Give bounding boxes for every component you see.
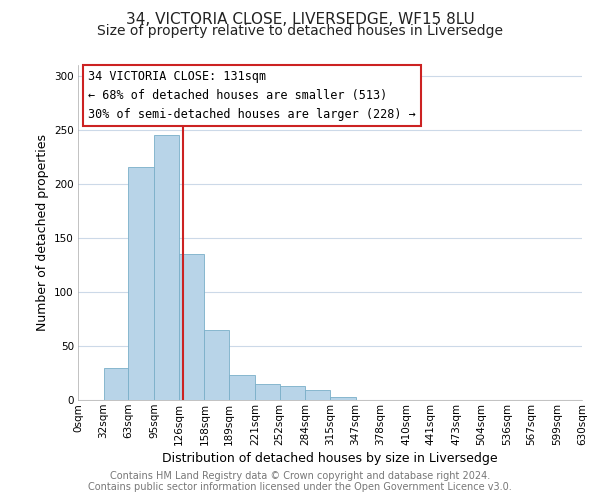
Bar (229, 375, 255, 400)
Bar (154, 135, 179, 400)
Text: Size of property relative to detached houses in Liversedge: Size of property relative to detached ho… (97, 24, 503, 38)
Bar (330, 397, 356, 400)
Text: Contains public sector information licensed under the Open Government Licence v3: Contains public sector information licen… (88, 482, 512, 492)
Y-axis label: Number of detached properties: Number of detached properties (35, 134, 49, 331)
Bar (255, 384, 280, 400)
X-axis label: Distribution of detached houses by size in Liversedge: Distribution of detached houses by size … (162, 452, 498, 465)
Bar (104, 368, 128, 400)
Text: 34 VICTORIA CLOSE: 131sqm
← 68% of detached houses are smaller (513)
30% of semi: 34 VICTORIA CLOSE: 131sqm ← 68% of detac… (88, 70, 416, 121)
Text: 34, VICTORIA CLOSE, LIVERSEDGE, WF15 8LU: 34, VICTORIA CLOSE, LIVERSEDGE, WF15 8LU (125, 12, 475, 28)
Bar (179, 254, 205, 400)
Bar (205, 330, 229, 400)
Text: Contains HM Land Registry data © Crown copyright and database right 2024.: Contains HM Land Registry data © Crown c… (110, 471, 490, 481)
Bar (128, 166, 154, 400)
Bar (280, 386, 305, 400)
Bar (305, 390, 330, 400)
